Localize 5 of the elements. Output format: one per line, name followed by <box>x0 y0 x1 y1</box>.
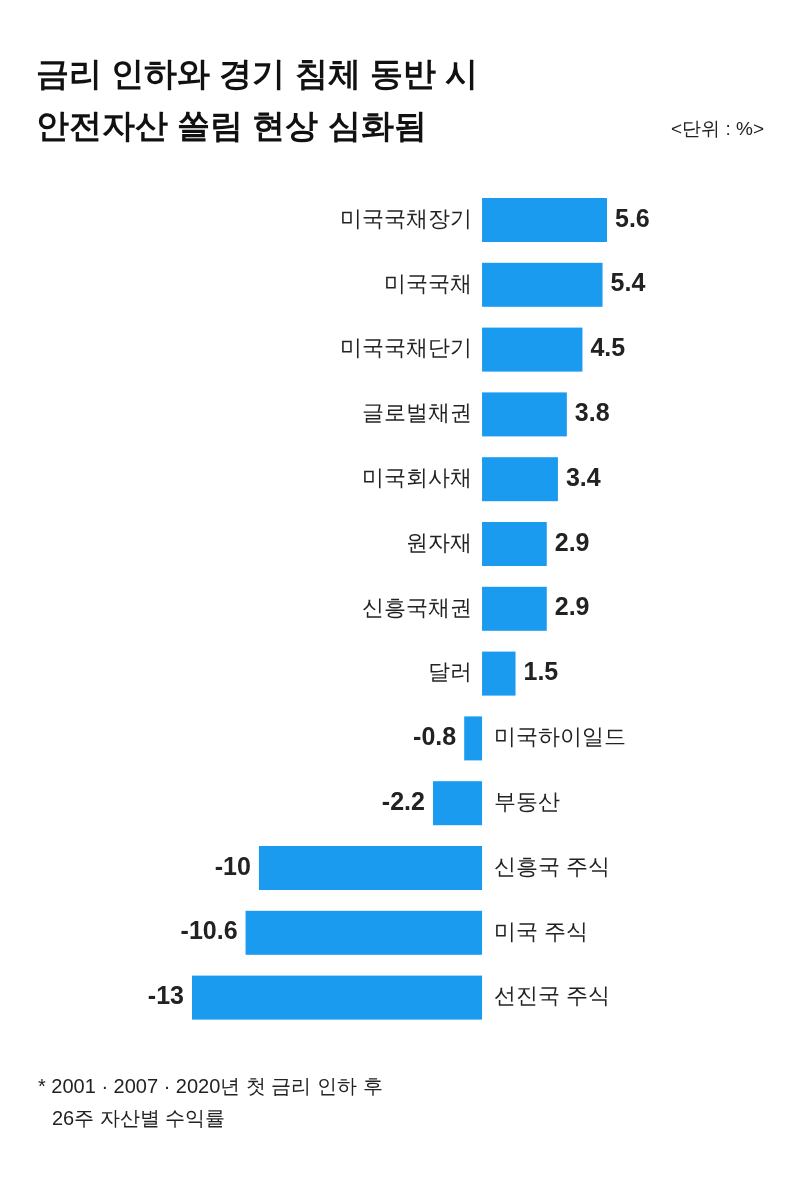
title: 안전자산 쏠림 현상 심화됨 <box>36 106 427 144</box>
annotation: 26주 자산별 수익률 <box>52 1107 226 1130</box>
subtitle: <단위 : %> <box>671 118 764 139</box>
title: 금리 인하와 경기 침체 동반 시 <box>36 54 478 92</box>
annotation: * 2001 · 2007 · 2020년 첫 금리 인하 후 <box>38 1075 383 1098</box>
